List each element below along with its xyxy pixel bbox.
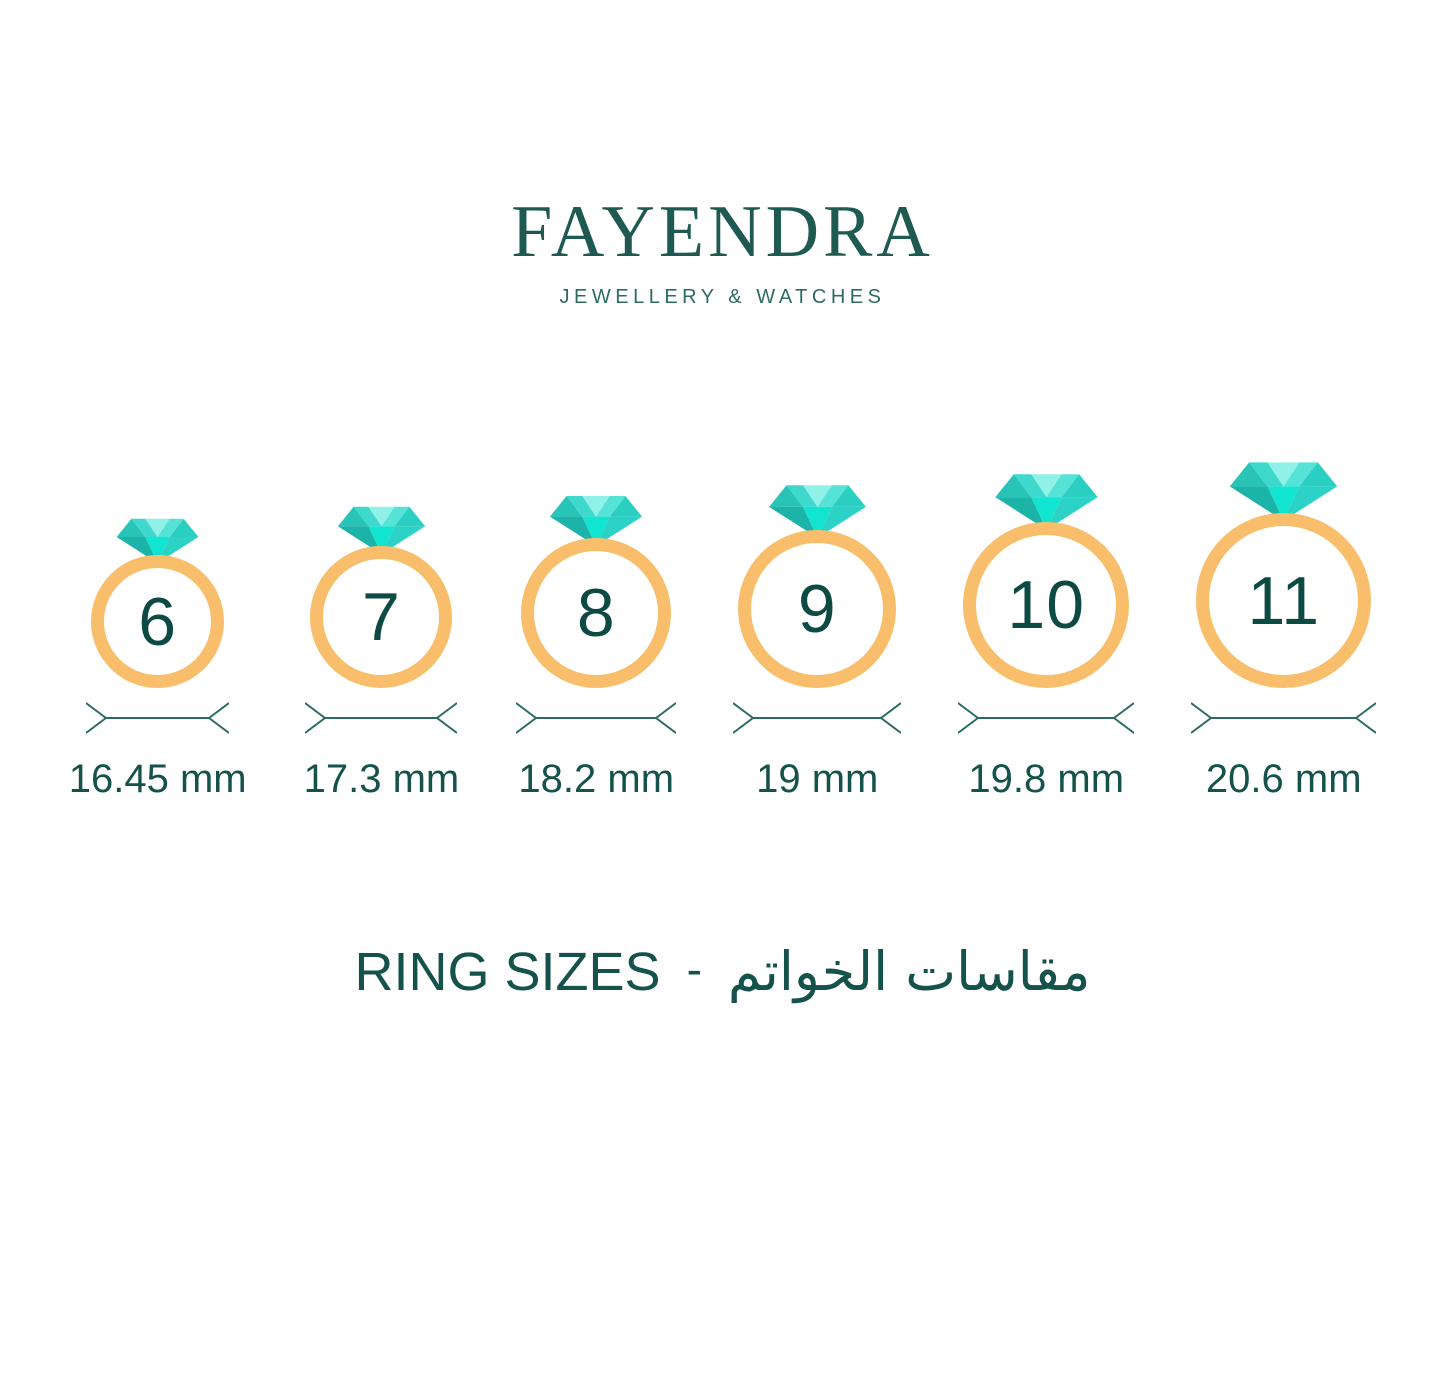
ring-column: 6 16.45 mm <box>69 516 247 803</box>
ring-diameter-label: 19 mm <box>756 757 879 801</box>
ring-column: 8 18.2 mm <box>516 493 677 803</box>
ring-size-number: 9 <box>797 571 837 647</box>
width-dimension-line <box>86 702 230 734</box>
brand-tagline: JEWELLERY & WATCHES <box>559 286 886 308</box>
ring-diameter-label: 18.2 mm <box>518 757 675 801</box>
footer-title: RING SIZES - مقاسات الخواتم <box>0 940 1445 1004</box>
diamond-icon <box>1230 462 1338 521</box>
ring-column: 11 20.6 mm <box>1191 459 1377 803</box>
diamond-icon <box>337 506 426 555</box>
ring-size-number: 7 <box>362 579 401 655</box>
ring-size-number: 11 <box>1247 562 1321 639</box>
ring-band: 8 <box>521 538 672 688</box>
ring-diameter-label: 17.3 mm <box>303 757 460 801</box>
ring-size-number: 8 <box>576 575 616 651</box>
diamond-icon <box>995 474 1098 530</box>
ring-band: 11 <box>1196 513 1372 688</box>
ring-band: 9 <box>738 530 897 688</box>
width-dimension-line <box>958 702 1135 734</box>
ring-diameter-label: 19.8 mm <box>968 757 1125 801</box>
title-separator: - <box>686 943 702 996</box>
ring-size-number: 10 <box>1007 567 1086 643</box>
ring-diameter-label: 20.6 mm <box>1205 757 1362 801</box>
ring-sizes-title-ar: مقاسات الخواتم <box>727 940 1091 1004</box>
width-dimension-line <box>305 702 458 734</box>
ring-diameter-label: 16.45 mm <box>68 757 247 801</box>
ring-sizes-title-en: RING SIZES <box>354 942 661 1003</box>
diamond-icon <box>768 485 866 538</box>
width-dimension-line <box>516 702 677 734</box>
brand-logo: FAYENDRA <box>511 191 934 273</box>
ring-band: 6 <box>91 555 225 688</box>
ring-band: 7 <box>310 546 453 688</box>
width-dimension-line <box>733 702 902 734</box>
ring-column: 7 17.3 mm <box>303 504 460 803</box>
ring-size-chart: FAYENDRA JEWELLERY & WATCHES 6 16.45 <box>0 195 1445 1400</box>
brand-header: FAYENDRA JEWELLERY & WATCHES <box>0 195 1445 309</box>
rings-row: 6 16.45 mm 7 <box>0 459 1445 803</box>
ring-band: 10 <box>963 522 1130 688</box>
width-dimension-line <box>1191 702 1377 734</box>
ring-column: 9 19 mm <box>733 482 902 803</box>
ring-size-number: 6 <box>138 583 178 660</box>
ring-column: 10 19.8 mm <box>958 471 1135 803</box>
